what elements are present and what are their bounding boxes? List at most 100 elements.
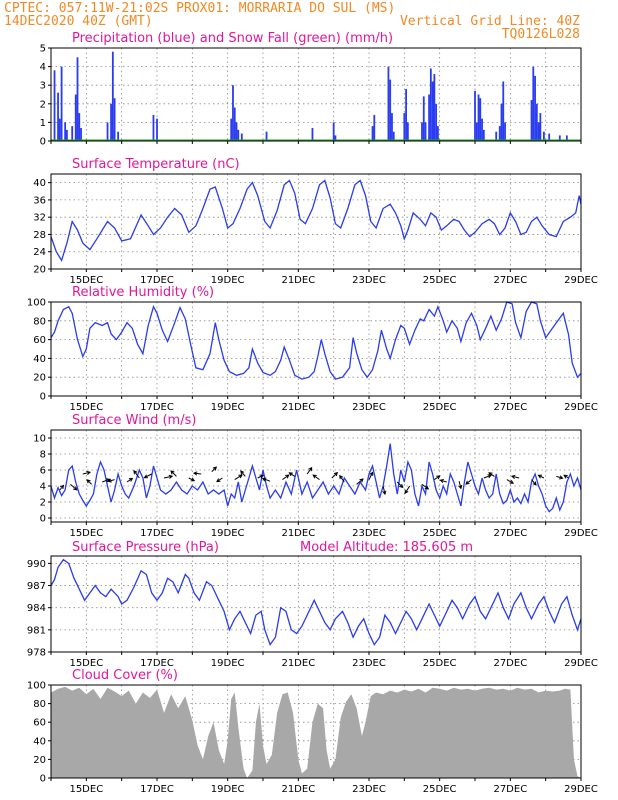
precip-bar <box>474 90 476 141</box>
x-tick-label: 25DEC <box>423 528 457 539</box>
x-tick-label: 19DEC <box>211 275 245 286</box>
precip-bar <box>110 103 112 141</box>
wind-vector <box>70 484 78 491</box>
wind-vector-head <box>73 486 78 491</box>
precip-bar <box>60 66 63 141</box>
x-tick-label: 25DEC <box>423 402 457 413</box>
y-tick-label: 984 <box>27 603 46 614</box>
y-tick-label: 4 <box>40 482 46 493</box>
wind-vector <box>506 479 514 484</box>
wind-vector <box>133 470 140 479</box>
wind-vector <box>465 479 472 485</box>
wind-vector-head <box>133 469 138 475</box>
x-tick-label: 17DEC <box>140 402 174 413</box>
precip-bar <box>534 75 536 141</box>
wind-vector-head <box>339 474 344 480</box>
precip-bar <box>537 122 540 141</box>
precip-bar <box>435 103 438 141</box>
y-tick-label: 80 <box>33 699 46 710</box>
precip-bar <box>565 135 568 141</box>
precip-bar <box>152 114 155 141</box>
precip-bar <box>530 100 533 141</box>
precip-bar <box>334 135 337 141</box>
panel-title-rh: Relative Humidity (%) <box>72 285 214 300</box>
precip-bar <box>156 118 158 141</box>
x-tick-label: 17DEC <box>140 658 174 669</box>
wind-vector-head <box>170 470 175 475</box>
y-tick-label: 981 <box>27 625 46 636</box>
y-tick-label: 100 <box>27 298 46 309</box>
precip-bar <box>76 57 79 141</box>
x-tick-label: 23DEC <box>352 658 386 669</box>
panel-rh: Relative Humidity (%) 0 20 40 60 80 100 15DEC 17… <box>27 285 598 413</box>
header-code: TQ0126L028 <box>502 27 580 42</box>
wind-vector <box>289 472 296 477</box>
temp-series-line <box>50 179 582 262</box>
x-tick-label: 27DEC <box>493 784 527 795</box>
x-tick-label: 21DEC <box>281 658 315 669</box>
precip-bar <box>539 113 542 141</box>
precip-bar <box>53 70 56 141</box>
panel-annotation-press: Model Altitude: 185.605 m <box>300 540 473 555</box>
y-tick-label: 990 <box>27 559 46 570</box>
panels: Precipitation (blue) and Snow Fall (gree… <box>27 31 598 795</box>
header-date: 14DEC2020 40Z (GMT) <box>4 14 153 29</box>
wind-vector <box>163 475 173 479</box>
precip-bar <box>233 107 236 141</box>
precip-bar <box>422 96 425 141</box>
wind-vector-head <box>107 478 112 483</box>
precip-bar <box>433 74 436 141</box>
precip-bar <box>371 126 374 141</box>
x-tick-label: 29DEC <box>564 784 598 795</box>
y-tick-label: 20 <box>33 265 46 276</box>
wind-vector <box>531 479 537 486</box>
precip-bar <box>558 135 561 141</box>
y-tick-label: 987 <box>27 581 46 592</box>
press-series-line <box>50 558 582 646</box>
precip-bar <box>230 118 233 141</box>
wind-vector-head <box>439 478 444 484</box>
panel-wind: Surface Wind (m/s) 0 2 4 6 8 10 15DEC 17DEC 19DEC… <box>33 413 598 539</box>
y-tick-label: 8 <box>40 450 46 461</box>
precip-bar <box>424 122 427 141</box>
precip-bar <box>406 122 409 141</box>
y-tick-label: 6 <box>40 466 46 477</box>
x-tick-label: 19DEC <box>211 528 245 539</box>
wind-vector <box>368 472 374 480</box>
x-tick-label: 17DEC <box>140 528 174 539</box>
wind-vector-head <box>216 478 221 483</box>
y-tick-label: 3 <box>40 81 46 92</box>
wind-vector-head <box>436 475 441 480</box>
wind-vector-head <box>288 472 293 477</box>
panel-title-cloud: Cloud Cover (%) <box>72 668 178 683</box>
wind-vector <box>126 477 133 483</box>
wind-vector-head <box>537 474 543 479</box>
precip-bar <box>106 122 109 141</box>
wind-vector-head <box>369 471 374 476</box>
wind-vector <box>144 473 152 479</box>
panel-frame-press <box>50 555 582 653</box>
wind-vector <box>102 478 110 483</box>
wind-vector-head <box>308 466 313 472</box>
wind-vector <box>282 474 290 481</box>
x-tick-label: 19DEC <box>211 658 245 669</box>
precip-bar <box>58 118 61 141</box>
wind-vector <box>488 472 495 477</box>
x-tick-label: 21DEC <box>281 784 315 795</box>
panel-title-temp: Surface Temperature (nC) <box>72 157 240 172</box>
precip-bar <box>421 122 423 141</box>
y-tick-label: 36 <box>33 195 46 206</box>
x-tick-label: 23DEC <box>352 528 386 539</box>
wind-vector-head <box>86 470 92 475</box>
precip-bar <box>428 94 430 141</box>
precip-bar <box>66 129 68 141</box>
wind-vector-head <box>190 477 196 482</box>
wind-vector <box>421 483 429 490</box>
precip-bar <box>78 113 81 141</box>
precip-bar <box>535 103 538 141</box>
x-tick-label: 29DEC <box>564 402 598 413</box>
wind-vector-head <box>238 474 243 479</box>
wind-vector-head <box>143 474 149 479</box>
wind-series-line <box>50 443 582 513</box>
panel-frame-precip <box>50 47 582 142</box>
